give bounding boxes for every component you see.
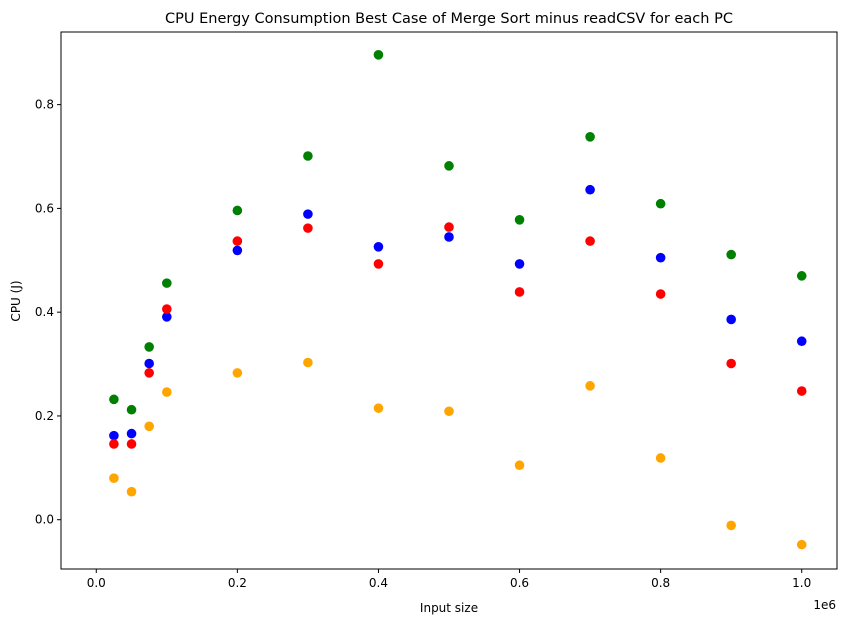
data-point bbox=[726, 314, 736, 325]
plot-frame bbox=[60, 31, 838, 570]
data-point bbox=[514, 460, 525, 471]
data-point bbox=[303, 223, 313, 233]
x-axis: 0.0 0.2 0.4 0.6 0.8 1.0 bbox=[87, 569, 811, 590]
x-tick-label: 0.6 bbox=[510, 576, 529, 590]
data-point bbox=[514, 259, 525, 269]
data-point bbox=[109, 430, 119, 441]
data-point bbox=[796, 539, 807, 550]
data-point bbox=[796, 336, 807, 347]
y-tick-label: 0.6 bbox=[35, 201, 54, 215]
data-point bbox=[162, 312, 172, 322]
data-point bbox=[585, 132, 595, 142]
data-point bbox=[109, 473, 119, 484]
data-point bbox=[796, 386, 807, 396]
data-point bbox=[126, 428, 137, 439]
data-point bbox=[126, 439, 137, 449]
data-point bbox=[373, 242, 384, 252]
x-tick-label: 0.0 bbox=[87, 576, 106, 590]
series-1 bbox=[109, 50, 807, 415]
data-point bbox=[109, 394, 119, 405]
data-point bbox=[655, 453, 666, 463]
data-point bbox=[444, 232, 454, 242]
data-point bbox=[126, 486, 137, 497]
data-point bbox=[232, 236, 243, 246]
data-point bbox=[162, 387, 172, 397]
x-tick-label: 1.0 bbox=[792, 576, 811, 590]
y-axis-label: CPU (J) bbox=[9, 280, 23, 321]
data-point bbox=[126, 404, 137, 415]
data-point bbox=[144, 421, 154, 432]
data-point bbox=[144, 358, 154, 369]
y-tick-label: 0.4 bbox=[35, 305, 54, 319]
data-point bbox=[514, 287, 525, 297]
data-point bbox=[655, 198, 666, 209]
data-point bbox=[514, 215, 525, 225]
data-point bbox=[144, 342, 154, 352]
data-point bbox=[303, 357, 313, 368]
data-point bbox=[232, 205, 243, 216]
x-axis-offset-label: 1e6 bbox=[813, 598, 836, 612]
series-4 bbox=[109, 357, 807, 550]
data-point bbox=[232, 368, 243, 378]
data-point bbox=[109, 439, 119, 449]
data-point bbox=[585, 184, 595, 195]
data-point bbox=[444, 406, 454, 417]
data-point bbox=[585, 236, 595, 246]
series-2 bbox=[109, 184, 807, 441]
x-tick-label: 0.2 bbox=[228, 576, 247, 590]
data-point bbox=[726, 358, 736, 369]
data-point bbox=[796, 271, 807, 281]
data-point bbox=[303, 209, 313, 219]
series-3 bbox=[109, 222, 807, 449]
data-point bbox=[232, 245, 243, 256]
data-point bbox=[162, 278, 172, 288]
data-point bbox=[144, 368, 154, 378]
data-point bbox=[444, 222, 454, 232]
chart-title: CPU Energy Consumption Best Case of Merg… bbox=[165, 11, 733, 27]
x-tick-label: 0.8 bbox=[651, 576, 670, 590]
y-axis: 0.0 0.2 0.4 0.6 0.8 bbox=[35, 98, 61, 527]
data-point bbox=[162, 304, 172, 314]
data-point bbox=[726, 520, 736, 531]
data-point bbox=[585, 381, 595, 391]
data-point bbox=[655, 252, 666, 263]
plot-area bbox=[109, 50, 807, 550]
y-tick-label: 0.8 bbox=[35, 98, 54, 112]
data-point bbox=[373, 50, 384, 60]
data-point bbox=[373, 259, 384, 269]
data-point bbox=[655, 289, 666, 299]
data-point bbox=[303, 151, 313, 161]
x-axis-label: Input size bbox=[420, 601, 478, 615]
y-tick-label: 0.2 bbox=[35, 409, 54, 423]
data-point bbox=[373, 403, 384, 413]
data-point bbox=[726, 249, 736, 260]
x-tick-label: 0.4 bbox=[369, 576, 388, 590]
data-point bbox=[444, 161, 454, 171]
y-tick-label: 0.0 bbox=[35, 513, 54, 527]
